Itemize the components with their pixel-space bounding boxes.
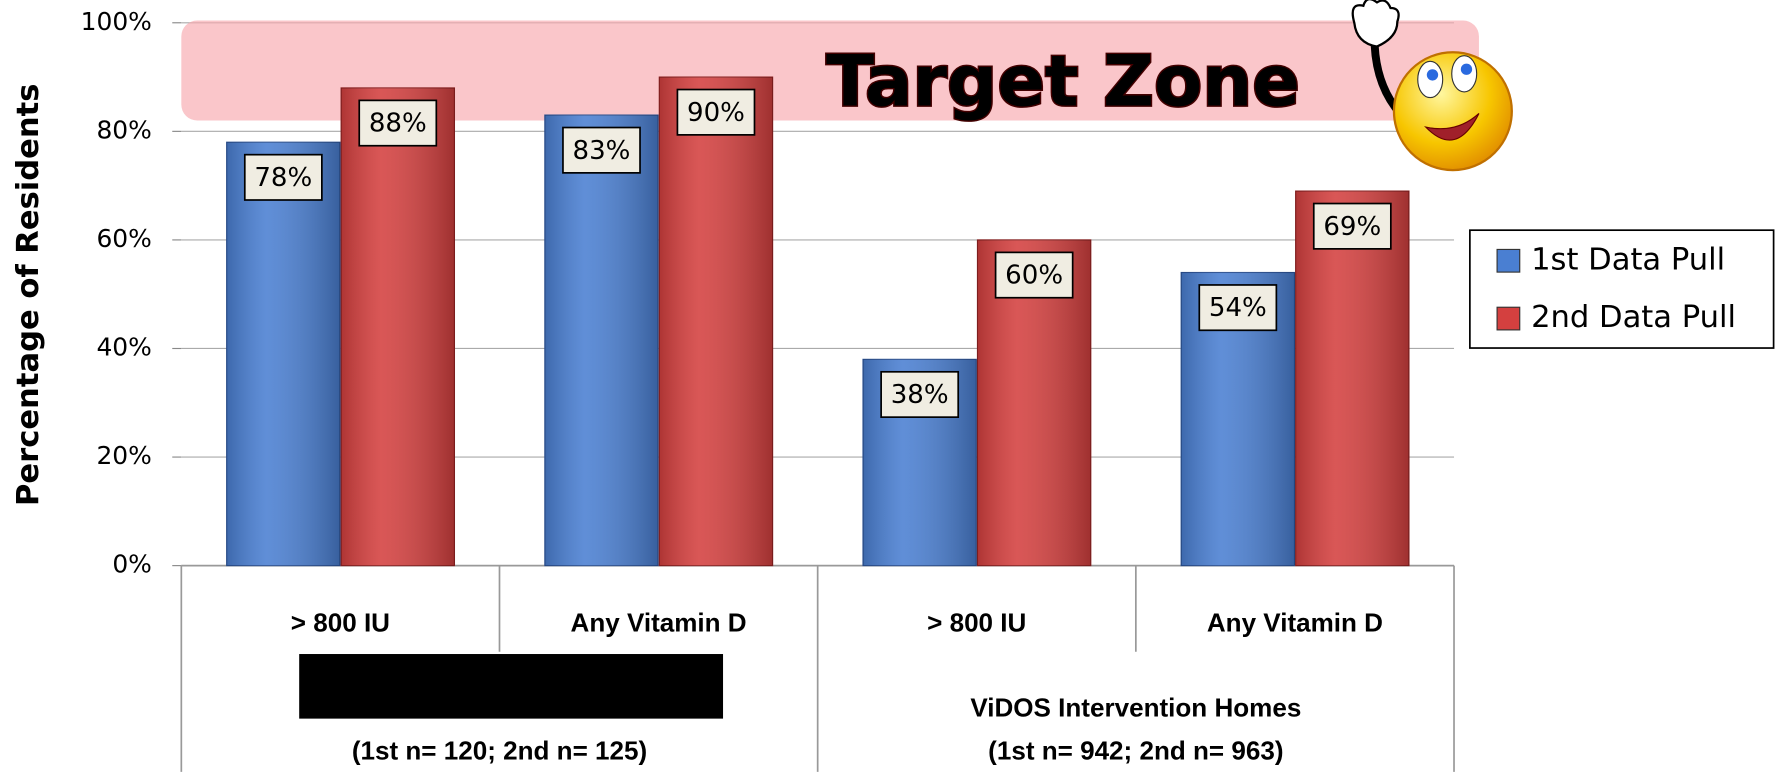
y-tick-label: 0%: [112, 550, 152, 579]
value-label: 90%: [687, 98, 745, 128]
group-sample: (1st n= 942; 2nd n= 963): [988, 736, 1283, 766]
legend-label: 1st Data Pull: [1531, 242, 1725, 277]
value-label: 78%: [254, 163, 312, 193]
value-label-box: [358, 99, 438, 147]
legend-swatch: [1496, 306, 1521, 331]
group-label: ViDOS Intervention Homes: [970, 692, 1301, 722]
bar-shade: [341, 87, 455, 566]
value-label-box: [1198, 284, 1278, 332]
y-tick-label: 80%: [96, 115, 151, 144]
legend-box: [1469, 229, 1775, 349]
value-label: 69%: [1323, 212, 1381, 242]
y-tick-label: 60%: [96, 224, 151, 253]
value-label-box: [562, 126, 641, 174]
bar-shade: [544, 115, 659, 566]
y-axis-label: Percentage of Residents: [11, 84, 46, 507]
bar-shade: [659, 77, 773, 566]
bar-shade: [226, 142, 340, 566]
y-tick-label: 100%: [81, 7, 152, 36]
y-tick-label: 20%: [96, 441, 151, 470]
value-label: 60%: [1005, 261, 1063, 291]
legend-swatch: [1496, 248, 1521, 273]
x-tick-label: > 800 IU: [927, 607, 1026, 637]
target-zone: [181, 20, 1479, 121]
value-label: 88%: [369, 109, 427, 139]
x-tick-label: Any Vitamin D: [571, 607, 747, 637]
value-label-box: [676, 88, 756, 136]
value-label: 54%: [1209, 293, 1267, 323]
smiley: [1351, 0, 1513, 172]
x-tick-label: Any Vitamin D: [1207, 607, 1383, 637]
y-tick-label: 40%: [96, 332, 151, 361]
bar-shade: [1295, 191, 1409, 566]
group-sample: (1st n= 120; 2nd n= 125): [352, 736, 647, 766]
redaction: [299, 654, 724, 719]
value-label-box: [243, 153, 323, 201]
value-label-box: [1312, 202, 1392, 250]
legend-label: 2nd Data Pull: [1531, 300, 1736, 335]
value-label: 83%: [573, 136, 631, 166]
annotation: Target Zone: [826, 40, 1300, 122]
x-tick-label: > 800 IU: [291, 607, 390, 637]
value-label: 38%: [891, 380, 949, 410]
value-label-box: [880, 370, 960, 418]
value-label-box: [994, 251, 1074, 299]
